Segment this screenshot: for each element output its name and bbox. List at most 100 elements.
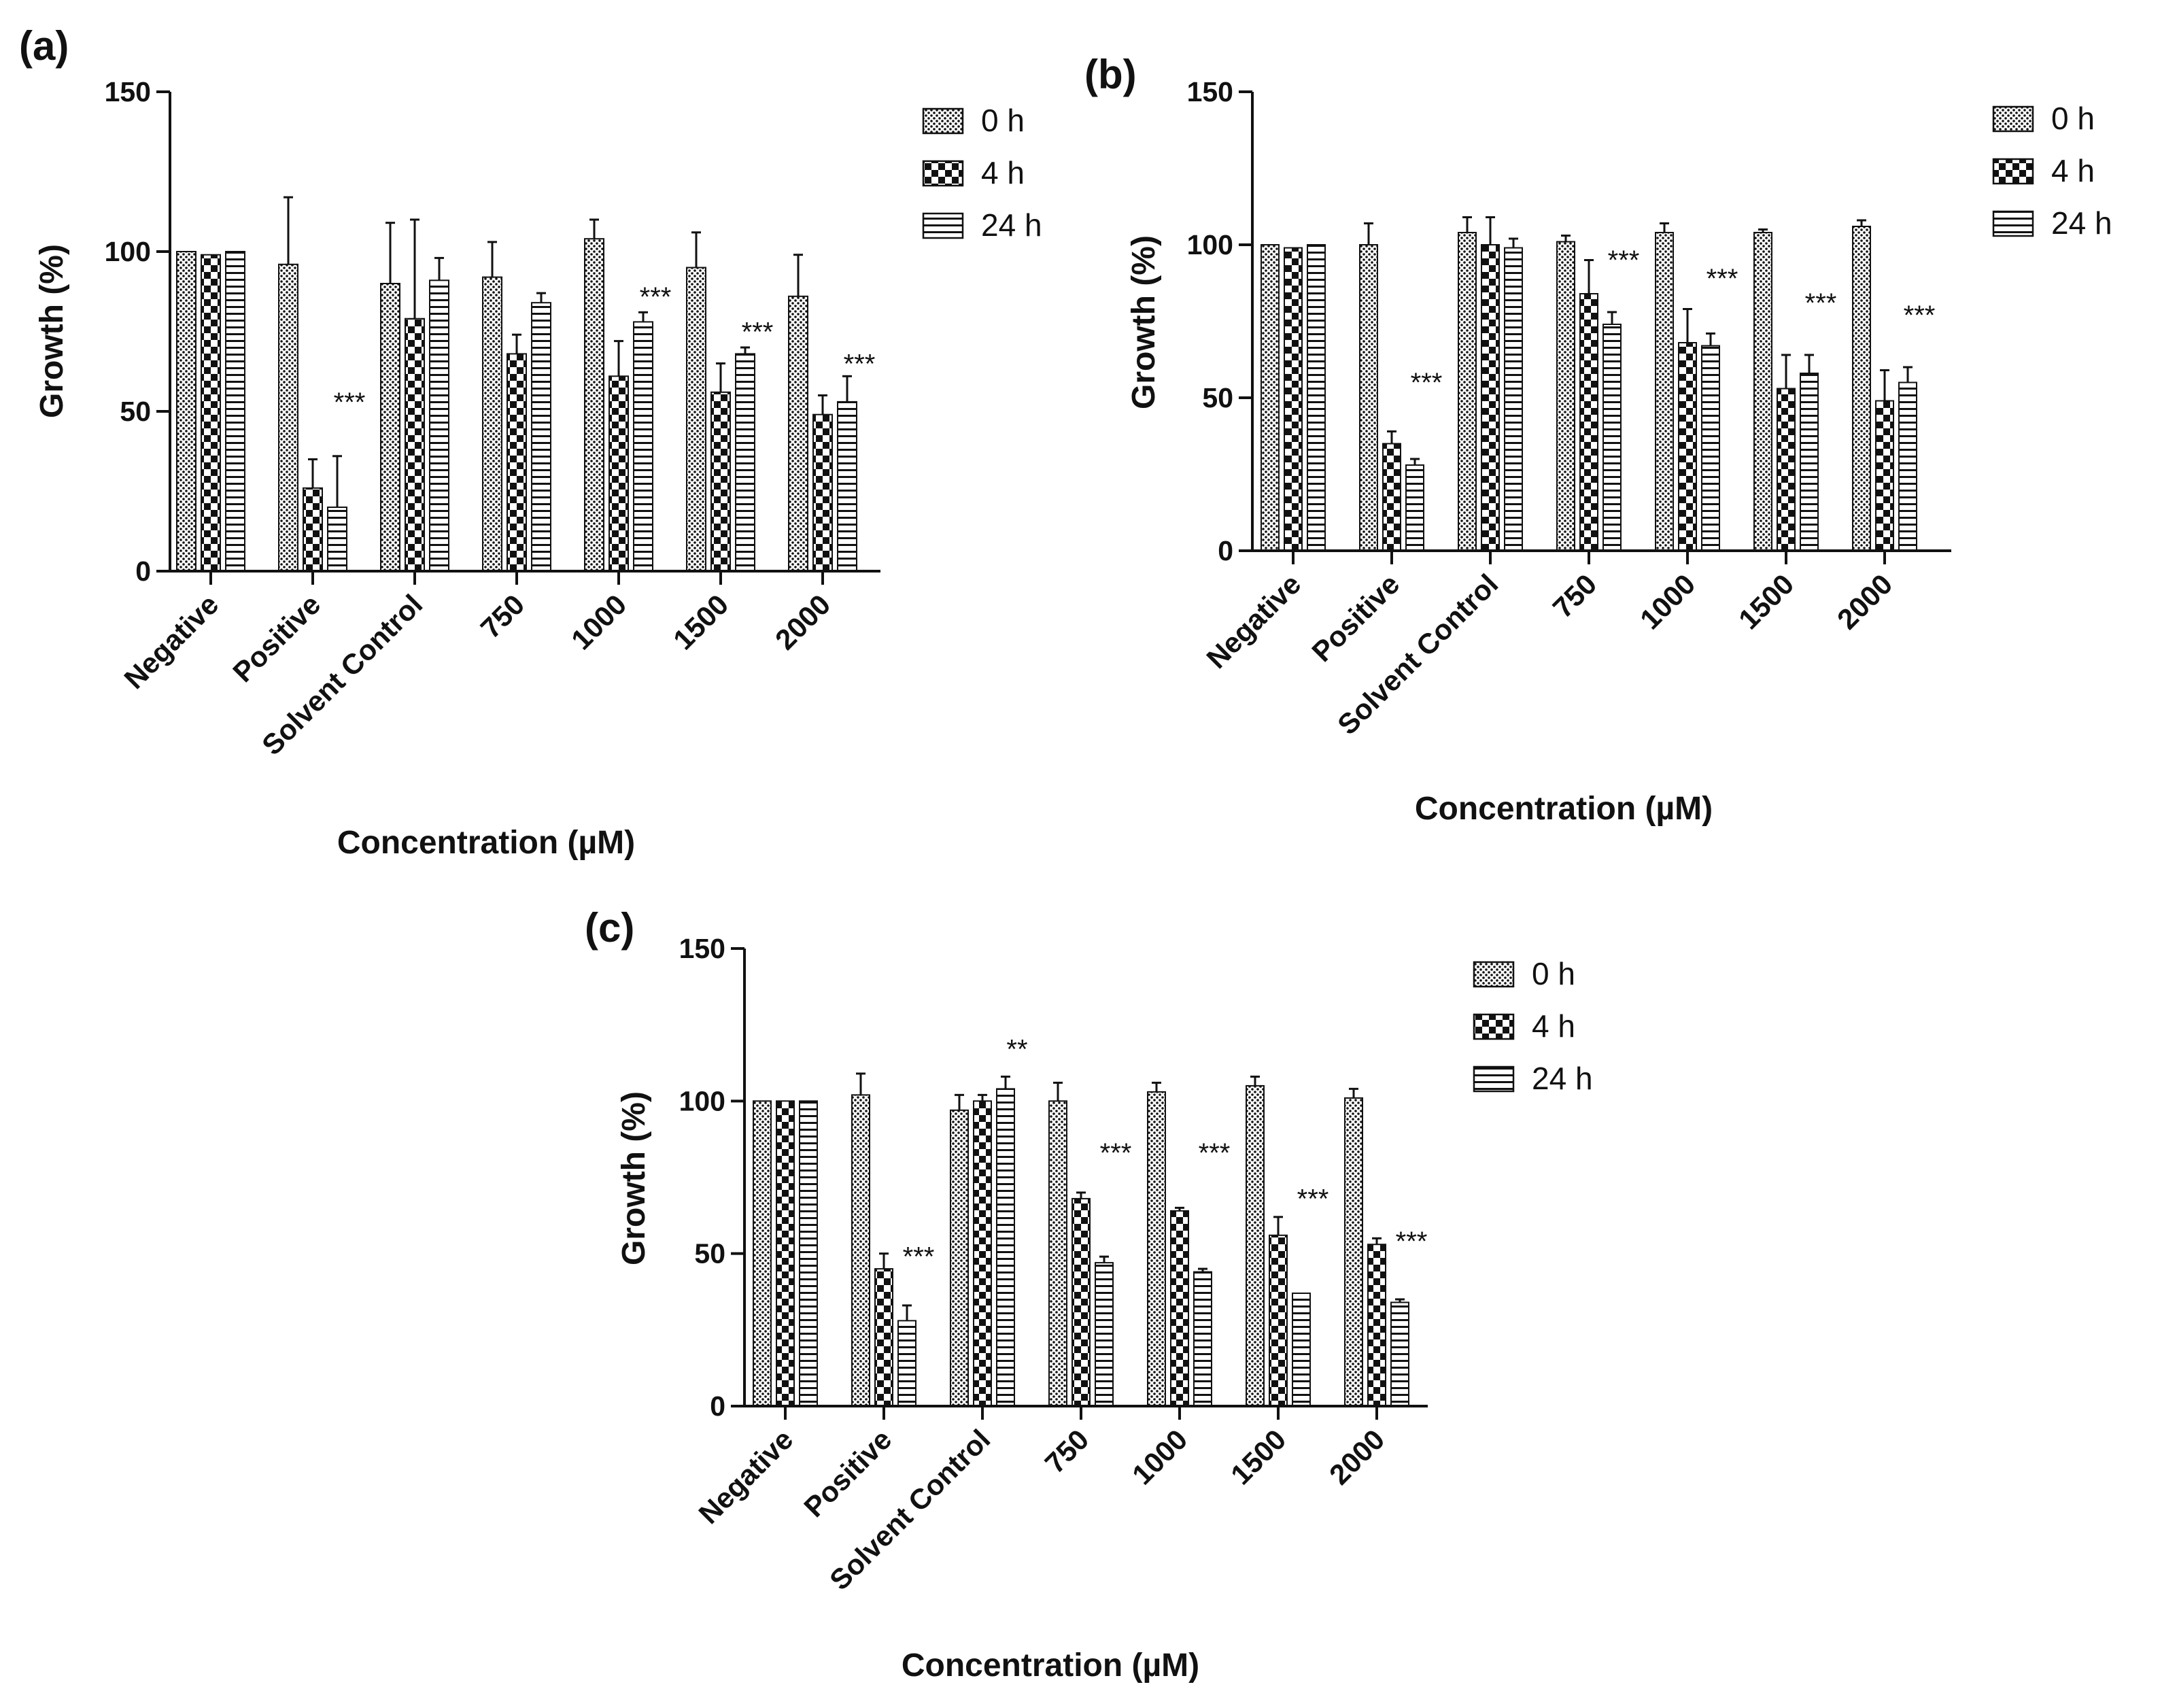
b-bar-1-4 [1678,342,1697,551]
a-ytick-label-3: 150 [105,76,151,107]
c-xtick-label-4: 1000 [1126,1423,1193,1490]
c-bar-2-5 [1292,1292,1311,1407]
a-bar-2-3 [531,302,551,572]
c-significance-4: *** [1297,1184,1329,1214]
a-legend-label-1: 4 h [981,155,1025,190]
b-bar-0-2 [1458,232,1477,551]
a-legend-swatch-0 [922,107,964,135]
b-legend-label-1: 4 h [2051,153,2095,188]
y-axis-title-a: Growth (%) [34,244,70,418]
a-bar-2-6 [837,400,857,573]
c-legend-label-0: 0 h [1532,956,1575,991]
c-bar-1-1 [874,1268,893,1407]
a-bar-0-3 [482,276,502,572]
b-xtick-label-1: Positive [1305,568,1405,668]
a-significance-1: *** [640,282,672,312]
a-bar-0-5 [686,267,706,572]
c-legend-swatch-2 [1473,1065,1515,1093]
panel-label-c: (c) [585,905,634,951]
c-bar-2-1 [897,1320,916,1407]
c-significance-3: *** [1199,1138,1231,1168]
a-bar-1-6 [812,413,833,573]
c-bar-0-1 [851,1094,870,1407]
panel-label-b: (b) [1084,52,1137,97]
c-xtick-label-5: 1500 [1224,1423,1292,1490]
b-bar-0-3 [1556,241,1575,551]
c-bar-1-2 [973,1100,992,1407]
a-bar-1-4 [608,375,629,572]
a-bar-2-4 [633,321,653,572]
b-bar-2-0 [1307,244,1326,551]
c-bar-2-2 [996,1088,1015,1407]
b-bar-2-3 [1602,324,1622,551]
b-bar-1-2 [1481,244,1500,551]
a-significance-2: *** [742,318,774,347]
c-bar-1-5 [1269,1234,1288,1407]
c-bar-1-0 [776,1100,795,1407]
c-significance-2: *** [1100,1138,1132,1168]
a-bar-1-0 [201,254,221,572]
c-bar-2-6 [1390,1301,1409,1407]
c-significance-0: *** [903,1242,935,1272]
c-bar-1-3 [1072,1197,1091,1407]
a-legend-swatch-1 [922,160,964,187]
c-bar-1-4 [1170,1210,1189,1407]
a-bar-0-6 [788,295,808,572]
b-xtick-label-6: 2000 [1831,568,1898,635]
b-bar-1-5 [1777,388,1796,551]
b-significance-4: *** [1904,301,1936,330]
b-bar-2-2 [1504,247,1523,551]
chart-panel-c: (c) Growth (%) Concentration (µM) 0 50 100… [585,905,1593,1684]
c-ytick-label-0: 0 [710,1390,725,1422]
b-significance-0: *** [1411,368,1443,398]
a-xtick-label-0: Negative [118,588,224,695]
b-bar-2-1 [1405,464,1424,551]
c-legend-label-2: 24 h [1532,1061,1593,1096]
a-ytick-label-1: 50 [120,396,151,427]
b-bar-2-5 [1800,373,1819,551]
b-legend-swatch-1 [1992,158,2034,185]
c-bar-0-5 [1246,1084,1265,1407]
a-bar-1-1 [303,487,323,572]
b-significance-3: *** [1805,288,1837,318]
b-ytick-label-2: 100 [1187,229,1233,260]
b-legend-swatch-0 [1992,105,2034,133]
b-xtick-label-3: 750 [1547,568,1603,624]
c-bar-0-2 [950,1109,969,1407]
b-xtick-label-4: 1000 [1634,568,1701,635]
b-xtick-label-5: 1500 [1732,568,1800,635]
c-bar-2-0 [799,1100,818,1407]
a-xtick-label-6: 2000 [769,588,836,655]
b-ytick-label-3: 150 [1187,76,1233,107]
a-xtick-label-4: 1000 [565,588,632,655]
b-significance-2: *** [1707,264,1738,294]
b-bar-0-5 [1753,232,1772,551]
a-bar-1-3 [507,353,527,573]
chart-panel-a: (a) Growth (%) Concentration (µM) 0 50 100… [19,23,1042,861]
c-xtick-label-3: 750 [1039,1423,1095,1480]
b-bar-0-4 [1655,232,1674,551]
a-bar-2-2 [429,279,449,572]
c-xtick-label-0: Negative [692,1423,799,1530]
chart-panel-b: (b) Growth (%) Concentration (µM) 0 50 100… [1084,52,2112,827]
c-bar-2-3 [1095,1262,1114,1407]
y-axis-title-c: Growth (%) [616,1091,652,1265]
b-bar-1-3 [1579,293,1598,551]
c-xtick-label-1: Positive [798,1423,897,1523]
c-ytick-label-1: 50 [694,1238,725,1269]
c-legend-swatch-1 [1473,1013,1515,1040]
a-bar-0-4 [584,238,604,572]
c-bar-0-6 [1344,1097,1363,1407]
a-xtick-label-1: Positive [226,588,326,688]
b-bar-0-6 [1852,226,1871,551]
b-significance-1: *** [1608,245,1640,275]
c-significance-5: *** [1396,1227,1428,1257]
b-bar-0-1 [1359,244,1378,551]
b-legend-label-0: 0 h [2051,101,2095,136]
y-axis-title-b: Growth (%) [1126,235,1162,409]
b-bar-1-6 [1875,400,1894,551]
c-bar-1-6 [1367,1244,1386,1407]
c-ytick-label-2: 100 [679,1085,725,1116]
a-bar-0-2 [380,283,400,572]
a-significance-3: *** [844,349,876,379]
